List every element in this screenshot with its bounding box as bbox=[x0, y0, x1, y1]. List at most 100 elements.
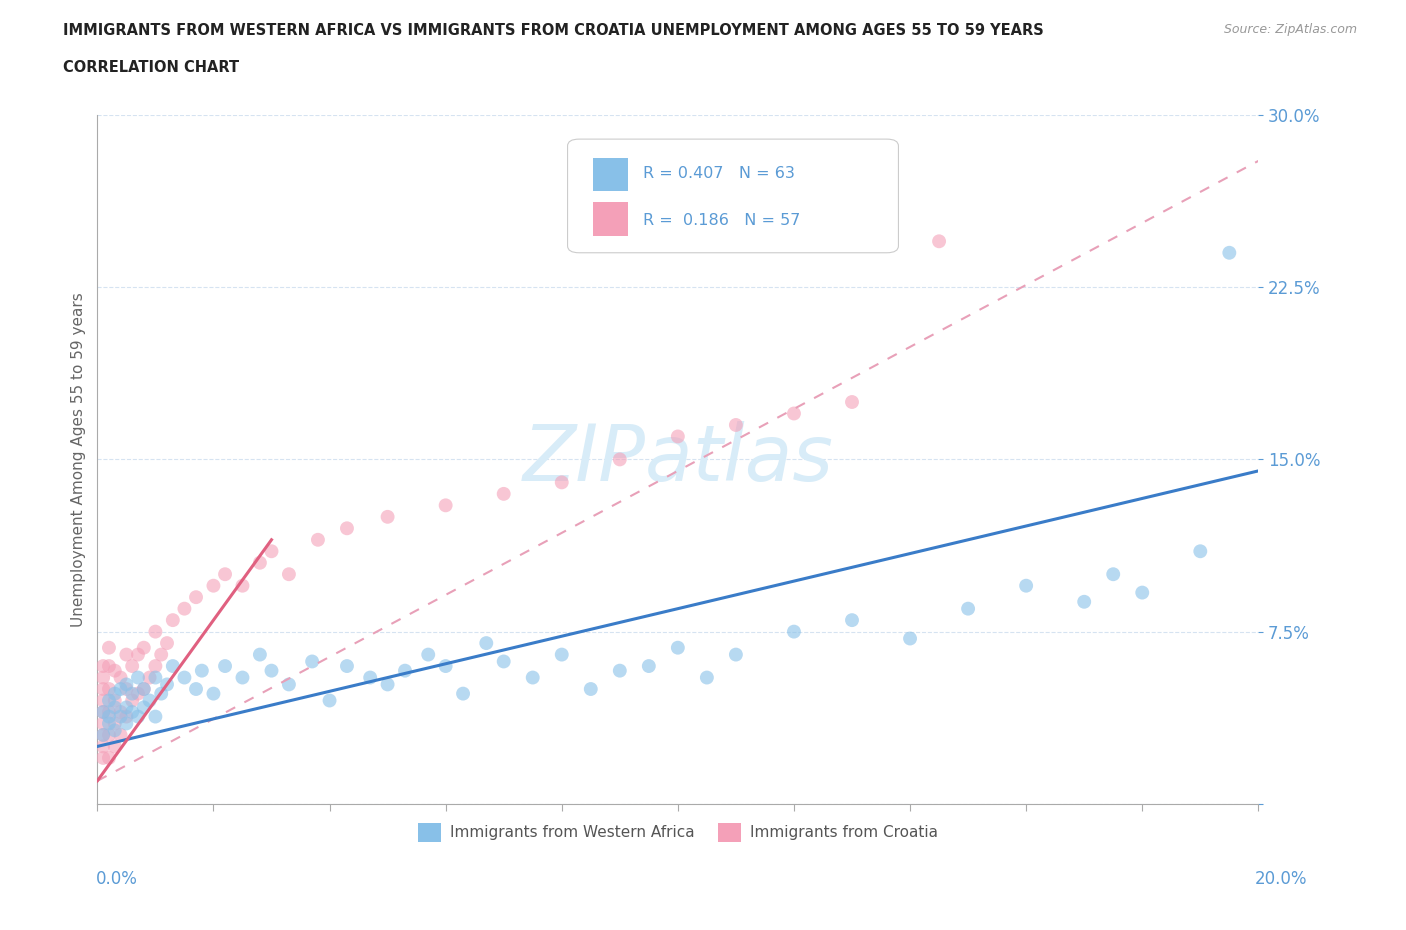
Point bbox=[121, 693, 143, 708]
Point bbox=[104, 693, 127, 708]
Point bbox=[110, 705, 132, 720]
Point bbox=[579, 682, 602, 697]
Point bbox=[202, 578, 225, 593]
Point bbox=[1073, 594, 1095, 609]
Point bbox=[110, 710, 132, 724]
Point bbox=[91, 658, 114, 673]
Point bbox=[121, 686, 143, 701]
Point bbox=[231, 671, 253, 685]
Point bbox=[336, 658, 359, 673]
Point bbox=[91, 716, 114, 731]
Text: CORRELATION CHART: CORRELATION CHART bbox=[63, 60, 239, 75]
Point bbox=[260, 544, 283, 559]
Point bbox=[150, 647, 173, 662]
Point bbox=[145, 671, 167, 685]
Point bbox=[783, 406, 806, 421]
Point bbox=[104, 723, 127, 737]
Point bbox=[104, 700, 127, 715]
Text: 0.0%: 0.0% bbox=[96, 870, 138, 887]
Point bbox=[841, 613, 863, 628]
Point bbox=[138, 693, 160, 708]
Point bbox=[475, 636, 498, 651]
Point bbox=[115, 700, 138, 715]
Point bbox=[307, 532, 329, 547]
Point bbox=[110, 682, 132, 697]
Point bbox=[1189, 544, 1212, 559]
Point bbox=[301, 654, 323, 669]
Point bbox=[260, 663, 283, 678]
Point bbox=[957, 601, 980, 616]
Point bbox=[1130, 585, 1153, 600]
Point bbox=[127, 686, 149, 701]
Point bbox=[666, 640, 689, 655]
Point bbox=[145, 624, 167, 639]
Point bbox=[97, 710, 120, 724]
Point bbox=[394, 663, 416, 678]
Point bbox=[104, 686, 127, 701]
Point bbox=[138, 671, 160, 685]
Point bbox=[115, 710, 138, 724]
Point bbox=[97, 640, 120, 655]
Point bbox=[115, 716, 138, 731]
Point bbox=[696, 671, 718, 685]
Point bbox=[451, 686, 474, 701]
Point bbox=[97, 716, 120, 731]
Point bbox=[127, 671, 149, 685]
Text: 20.0%: 20.0% bbox=[1256, 870, 1308, 887]
Point bbox=[214, 566, 236, 581]
Point bbox=[91, 727, 114, 742]
Point bbox=[132, 682, 155, 697]
Point bbox=[418, 647, 440, 662]
Point bbox=[97, 751, 120, 765]
Point bbox=[609, 452, 631, 467]
Point bbox=[110, 727, 132, 742]
Point bbox=[434, 498, 457, 512]
Point bbox=[110, 671, 132, 685]
Point bbox=[156, 636, 179, 651]
Point bbox=[104, 739, 127, 754]
Point bbox=[145, 710, 167, 724]
FancyBboxPatch shape bbox=[568, 140, 898, 253]
Point bbox=[898, 631, 921, 646]
Point bbox=[97, 682, 120, 697]
Point bbox=[104, 663, 127, 678]
Point bbox=[132, 640, 155, 655]
Point bbox=[184, 682, 207, 697]
Point bbox=[121, 705, 143, 720]
Point bbox=[492, 654, 515, 669]
Point bbox=[91, 705, 114, 720]
Text: ZIPatlas: ZIPatlas bbox=[523, 421, 834, 498]
Point bbox=[162, 613, 184, 628]
Point bbox=[91, 705, 114, 720]
Point bbox=[91, 739, 114, 754]
Point bbox=[97, 705, 120, 720]
Point bbox=[145, 658, 167, 673]
Point bbox=[191, 663, 214, 678]
Point bbox=[928, 233, 950, 248]
Text: IMMIGRANTS FROM WESTERN AFRICA VS IMMIGRANTS FROM CROATIA UNEMPLOYMENT AMONG AGE: IMMIGRANTS FROM WESTERN AFRICA VS IMMIGR… bbox=[63, 23, 1045, 38]
Point bbox=[173, 601, 195, 616]
Point bbox=[724, 418, 747, 432]
Point bbox=[97, 693, 120, 708]
Point bbox=[132, 682, 155, 697]
Point bbox=[91, 693, 114, 708]
Y-axis label: Unemployment Among Ages 55 to 59 years: Unemployment Among Ages 55 to 59 years bbox=[72, 292, 86, 627]
Point bbox=[277, 566, 299, 581]
Point bbox=[359, 671, 381, 685]
Point bbox=[91, 751, 114, 765]
Point bbox=[336, 521, 359, 536]
Point bbox=[97, 658, 120, 673]
Point bbox=[1218, 246, 1240, 260]
FancyBboxPatch shape bbox=[593, 158, 628, 191]
Point bbox=[104, 716, 127, 731]
Point bbox=[277, 677, 299, 692]
Point bbox=[522, 671, 544, 685]
Point bbox=[184, 590, 207, 604]
Point bbox=[434, 658, 457, 673]
Point bbox=[173, 671, 195, 685]
Point bbox=[666, 429, 689, 444]
Point bbox=[115, 647, 138, 662]
Text: R =  0.186   N = 57: R = 0.186 N = 57 bbox=[643, 213, 800, 228]
Point bbox=[318, 693, 340, 708]
Point bbox=[637, 658, 659, 673]
